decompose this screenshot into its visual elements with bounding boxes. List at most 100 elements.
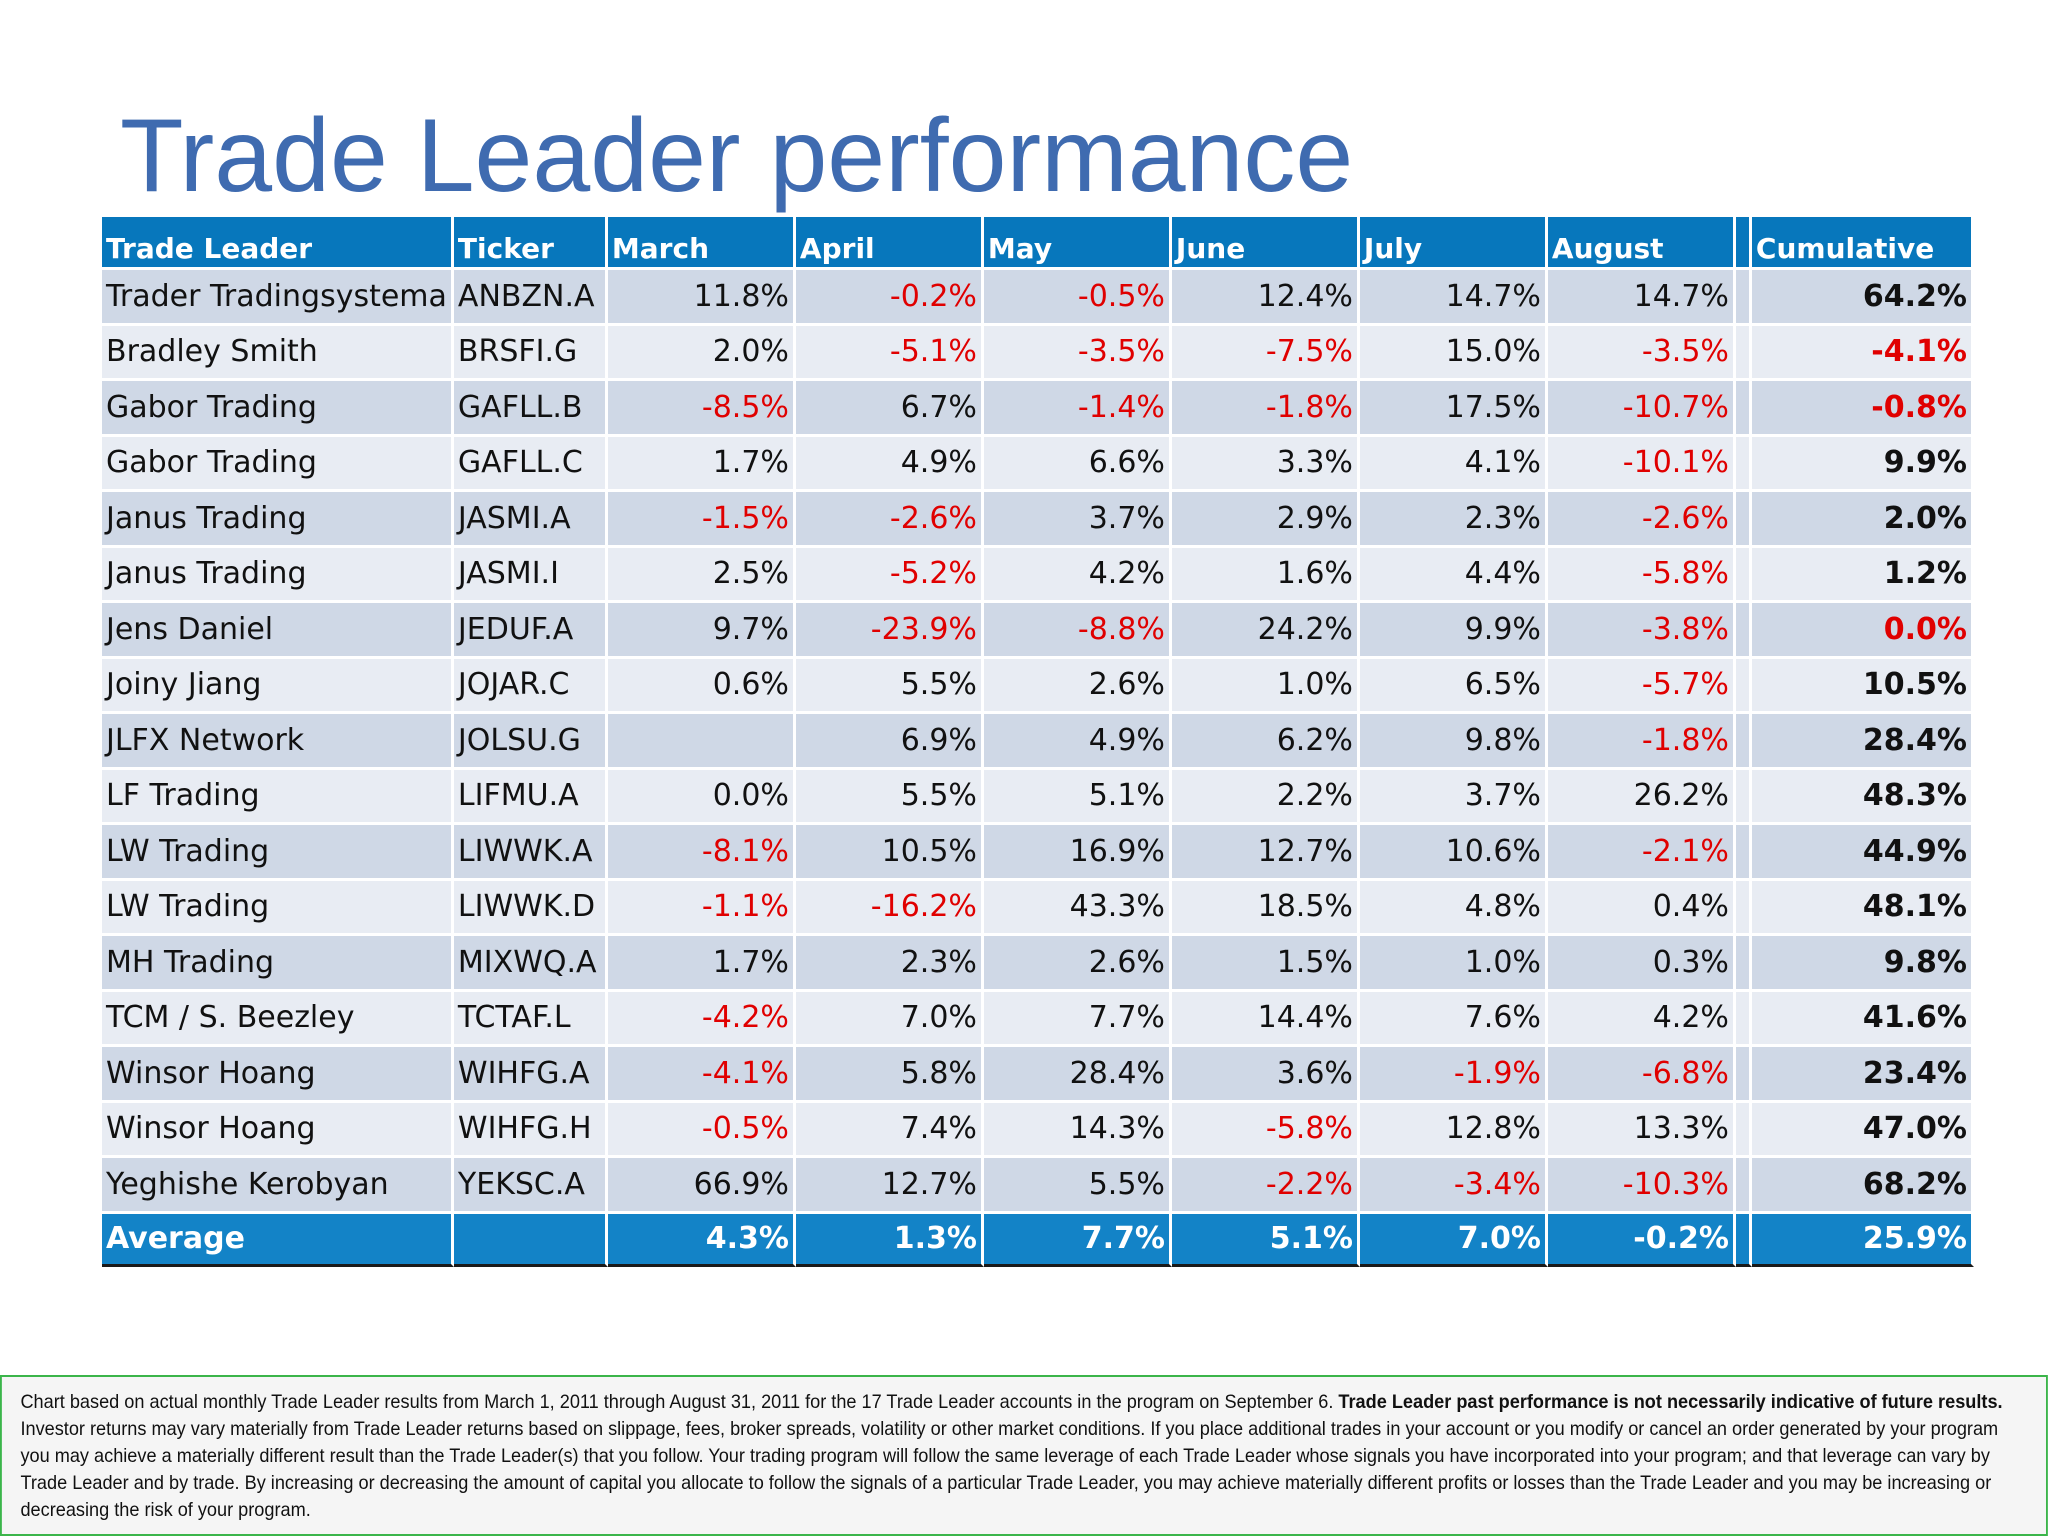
cell-june: 2.9% xyxy=(1171,492,1360,548)
cell-august: -10.1% xyxy=(1547,436,1736,492)
cell-cumulative: 10.5% xyxy=(1751,658,1974,714)
cell-gap xyxy=(1735,1213,1752,1267)
cell-april: 12.7% xyxy=(795,1158,984,1214)
cell-april: 6.9% xyxy=(795,714,984,770)
performance-table: Trade Leader Ticker March April May June July A… xyxy=(102,217,1974,1267)
cell-ticker xyxy=(453,1213,608,1267)
cell-cumulative: 64.2% xyxy=(1751,270,1974,326)
cell-may: 4.2% xyxy=(983,547,1172,603)
disclaimer-bold-text: Trade Leader past performance is not nec… xyxy=(1338,1391,2003,1413)
cell-august: -10.3% xyxy=(1547,1158,1736,1214)
cell-july: 10.6% xyxy=(1359,825,1548,881)
cell-april: -16.2% xyxy=(795,880,984,936)
disclaimer-box: Chart based on actual monthly Trade Lead… xyxy=(0,1375,2048,1536)
page-title: Trade Leader performance xyxy=(120,98,1354,214)
cell-april: 5.8% xyxy=(795,1047,984,1103)
cell-gap xyxy=(1735,325,1752,381)
cell-ticker: WIHFG.A xyxy=(453,1047,608,1103)
cell-july: 14.7% xyxy=(1359,270,1548,326)
header-march: March xyxy=(607,217,796,270)
cell-april: 1.3% xyxy=(795,1213,984,1267)
header-july: July xyxy=(1359,217,1548,270)
cell-july: 7.0% xyxy=(1359,1213,1548,1267)
cell-june: 6.2% xyxy=(1171,714,1360,770)
table-row: Janus Trading JASMI.I 2.5% -5.2% 4.2% 1.6% 4.4… xyxy=(102,547,1974,603)
table-row: Jens Daniel JEDUF.A 9.7% -23.9% -8.8% 24.2% 9.… xyxy=(102,603,1974,659)
cell-august: -5.7% xyxy=(1547,658,1736,714)
cell-june: 3.6% xyxy=(1171,1047,1360,1103)
cell-cumulative: 1.2% xyxy=(1751,547,1974,603)
cell-may: -0.5% xyxy=(983,270,1172,326)
cell-ticker: JOJAR.C xyxy=(453,658,608,714)
cell-june: 12.4% xyxy=(1171,270,1360,326)
cell-cumulative: 25.9% xyxy=(1751,1213,1974,1267)
cell-trade-leader: Winsor Hoang xyxy=(102,1102,454,1158)
cell-march: -0.5% xyxy=(607,1102,796,1158)
cell-ticker: GAFLL.B xyxy=(453,381,608,437)
cell-may: -3.5% xyxy=(983,325,1172,381)
table-row: Yeghishe Kerobyan YEKSC.A 66.9% 12.7% 5.5% -2… xyxy=(102,1158,1974,1214)
table-row: Joiny Jiang JOJAR.C 0.6% 5.5% 2.6% 1.0% 6.5% -5… xyxy=(102,658,1974,714)
header-june: June xyxy=(1171,217,1360,270)
cell-gap xyxy=(1735,825,1752,881)
cell-july: 9.9% xyxy=(1359,603,1548,659)
cell-august: -5.8% xyxy=(1547,547,1736,603)
cell-june: -2.2% xyxy=(1171,1158,1360,1214)
cell-june: -7.5% xyxy=(1171,325,1360,381)
cell-ticker: LIWWK.D xyxy=(453,880,608,936)
table-row: Gabor Trading GAFLL.C 1.7% 4.9% 6.6% 3.3% 4.1%… xyxy=(102,436,1974,492)
cell-july: -1.9% xyxy=(1359,1047,1548,1103)
cell-march: -8.1% xyxy=(607,825,796,881)
cell-cumulative: 28.4% xyxy=(1751,714,1974,770)
cell-may: 16.9% xyxy=(983,825,1172,881)
cell-ticker: JOLSU.G xyxy=(453,714,608,770)
cell-july: 12.8% xyxy=(1359,1102,1548,1158)
cell-july: 4.4% xyxy=(1359,547,1548,603)
cell-gap xyxy=(1735,270,1752,326)
cell-august: 0.4% xyxy=(1547,880,1736,936)
cell-july: 15.0% xyxy=(1359,325,1548,381)
cell-gap xyxy=(1735,436,1752,492)
cell-trade-leader: LF Trading xyxy=(102,769,454,825)
cell-gap xyxy=(1735,658,1752,714)
cell-cumulative: 41.6% xyxy=(1751,991,1974,1047)
cell-march: 1.7% xyxy=(607,436,796,492)
header-ticker: Ticker xyxy=(453,217,608,270)
cell-april: -5.2% xyxy=(795,547,984,603)
cell-august: -3.8% xyxy=(1547,603,1736,659)
cell-gap xyxy=(1735,769,1752,825)
cell-march: 2.0% xyxy=(607,325,796,381)
cell-august: -1.8% xyxy=(1547,714,1736,770)
cell-cumulative: 68.2% xyxy=(1751,1158,1974,1214)
cell-trade-leader: Winsor Hoang xyxy=(102,1047,454,1103)
cell-march: 11.8% xyxy=(607,270,796,326)
cell-may: 28.4% xyxy=(983,1047,1172,1103)
cell-gap xyxy=(1735,381,1752,437)
cell-august: -6.8% xyxy=(1547,1047,1736,1103)
cell-july: 9.8% xyxy=(1359,714,1548,770)
cell-may: 2.6% xyxy=(983,658,1172,714)
cell-may: 4.9% xyxy=(983,714,1172,770)
cell-july: 2.3% xyxy=(1359,492,1548,548)
table-row: Trader Tradingsystema ANBZN.A 11.8% -0.2% -0… xyxy=(102,270,1974,326)
cell-april: 5.5% xyxy=(795,769,984,825)
cell-cumulative: 2.0% xyxy=(1751,492,1974,548)
cell-april: -2.6% xyxy=(795,492,984,548)
cell-july: 17.5% xyxy=(1359,381,1548,437)
cell-march: -4.1% xyxy=(607,1047,796,1103)
cell-july: 1.0% xyxy=(1359,936,1548,992)
header-may: May xyxy=(983,217,1172,270)
cell-may: 14.3% xyxy=(983,1102,1172,1158)
cell-may: -1.4% xyxy=(983,381,1172,437)
table-row: MH Trading MIXWQ.A 1.7% 2.3% 2.6% 1.5% 1.0% 0.3… xyxy=(102,936,1974,992)
cell-trade-leader: Janus Trading xyxy=(102,547,454,603)
cell-june: 1.5% xyxy=(1171,936,1360,992)
cell-may: 5.1% xyxy=(983,769,1172,825)
table-row: Winsor Hoang WIHFG.H -0.5% 7.4% 14.3% -5.8% 12… xyxy=(102,1102,1974,1158)
cell-trade-leader: JLFX Network xyxy=(102,714,454,770)
cell-april: 5.5% xyxy=(795,658,984,714)
table-row: Janus Trading JASMI.A -1.5% -2.6% 3.7% 2.9% 2.… xyxy=(102,492,1974,548)
cell-trade-leader: Gabor Trading xyxy=(102,436,454,492)
cell-july: 4.8% xyxy=(1359,880,1548,936)
table-row: LW Trading LIWWK.D -1.1% -16.2% 43.3% 18.5% 4.… xyxy=(102,880,1974,936)
